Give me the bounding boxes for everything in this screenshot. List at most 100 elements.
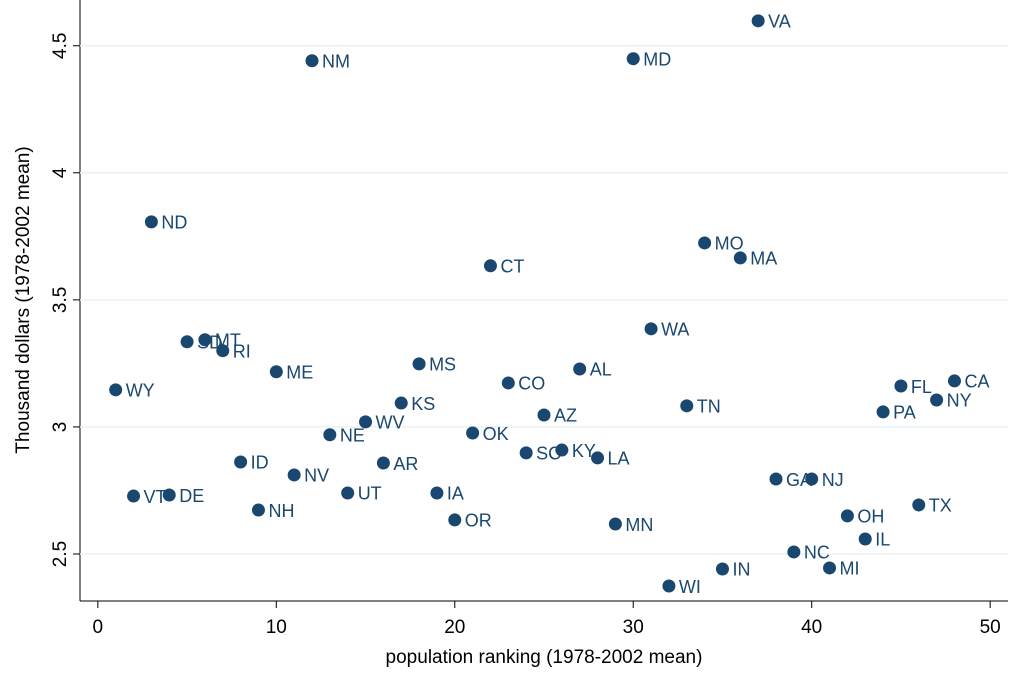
point — [483, 259, 497, 273]
y-tick-label: 3.5 — [50, 287, 71, 313]
point-label: AL — [590, 360, 612, 380]
point — [234, 455, 248, 469]
x-tick-label: 0 — [93, 617, 104, 638]
point-label: FL — [911, 377, 932, 397]
x-tick-label: 50 — [980, 617, 1001, 638]
point-label: RI — [233, 341, 251, 361]
point-label: ND — [161, 213, 187, 233]
point — [127, 489, 141, 503]
x-tick-label: 40 — [801, 617, 822, 638]
point — [823, 561, 837, 575]
x-tick-label: 10 — [266, 617, 287, 638]
point — [323, 428, 337, 442]
point — [680, 399, 694, 413]
point-label: WI — [679, 577, 701, 597]
y-tick-label: 2.5 — [50, 541, 71, 567]
point-label: DE — [179, 486, 204, 506]
point-label: ID — [251, 453, 269, 473]
point — [109, 383, 123, 397]
point — [894, 379, 908, 393]
point — [144, 215, 158, 229]
point — [573, 362, 587, 376]
point-label: NY — [947, 391, 972, 411]
point-label: OK — [483, 424, 509, 444]
point-label: UT — [358, 484, 382, 504]
point — [840, 509, 854, 523]
point — [769, 472, 783, 486]
point-label: WV — [376, 413, 405, 433]
point-label: IA — [447, 484, 464, 504]
point-label: VT — [144, 487, 167, 507]
point — [537, 408, 551, 422]
point — [501, 376, 515, 390]
point — [162, 488, 176, 502]
point — [947, 374, 961, 388]
point-label: PA — [893, 403, 916, 423]
point-label: MN — [625, 515, 653, 535]
point-label: TN — [697, 397, 721, 417]
point-label: NV — [304, 466, 329, 486]
point — [751, 14, 765, 28]
point — [591, 451, 605, 465]
point-label: NE — [340, 426, 365, 446]
point — [930, 393, 944, 407]
point-label: MI — [840, 559, 860, 579]
point — [376, 456, 390, 470]
point — [912, 498, 926, 512]
point — [662, 579, 676, 593]
point — [787, 545, 801, 559]
point-label: SC — [536, 444, 561, 464]
y-tick-label: 4.5 — [50, 33, 71, 59]
point — [644, 322, 658, 336]
point-label: LA — [608, 449, 630, 469]
x-axis-title: population ranking (1978-2002 mean) — [386, 647, 703, 668]
point-label: CO — [518, 374, 545, 394]
point — [269, 365, 283, 379]
point — [198, 333, 212, 347]
point-label: MO — [715, 234, 744, 254]
point-label: AZ — [554, 406, 577, 426]
y-tick-label: 3 — [50, 422, 71, 433]
point — [448, 513, 462, 527]
point — [698, 236, 712, 250]
point-label: GA — [786, 470, 812, 490]
point — [555, 443, 569, 457]
point-label: VA — [768, 12, 791, 32]
point — [251, 503, 265, 517]
point-label: OR — [465, 511, 492, 531]
point-label: NC — [804, 543, 830, 563]
point-label: KY — [572, 441, 596, 461]
point-label: WA — [661, 320, 689, 340]
point-label: CA — [964, 372, 989, 392]
point-label: TX — [929, 496, 952, 516]
point — [466, 426, 480, 440]
point — [733, 251, 747, 265]
point-label: IL — [875, 530, 890, 550]
point — [608, 517, 622, 531]
point-label: ME — [286, 363, 313, 383]
point — [341, 486, 355, 500]
point-label: MD — [643, 49, 671, 69]
x-tick-label: 20 — [444, 617, 465, 638]
point — [858, 532, 872, 546]
point — [287, 468, 301, 482]
y-axis-title: Thousand dollars (1978-2002 mean) — [13, 146, 34, 453]
point — [394, 396, 408, 410]
point-label: OH — [857, 507, 884, 527]
point-label: IN — [732, 560, 750, 580]
point — [519, 446, 533, 460]
point — [412, 357, 426, 371]
x-tick-label: 30 — [623, 617, 644, 638]
point-label: AR — [393, 454, 418, 474]
point-label: NJ — [822, 470, 844, 490]
point — [626, 52, 640, 66]
point-label: NM — [322, 51, 350, 71]
point-label: KS — [411, 394, 435, 414]
point — [359, 415, 373, 429]
point-label: NH — [268, 501, 294, 521]
point — [216, 344, 230, 358]
point — [180, 335, 194, 349]
point — [305, 54, 319, 68]
point — [876, 405, 890, 419]
